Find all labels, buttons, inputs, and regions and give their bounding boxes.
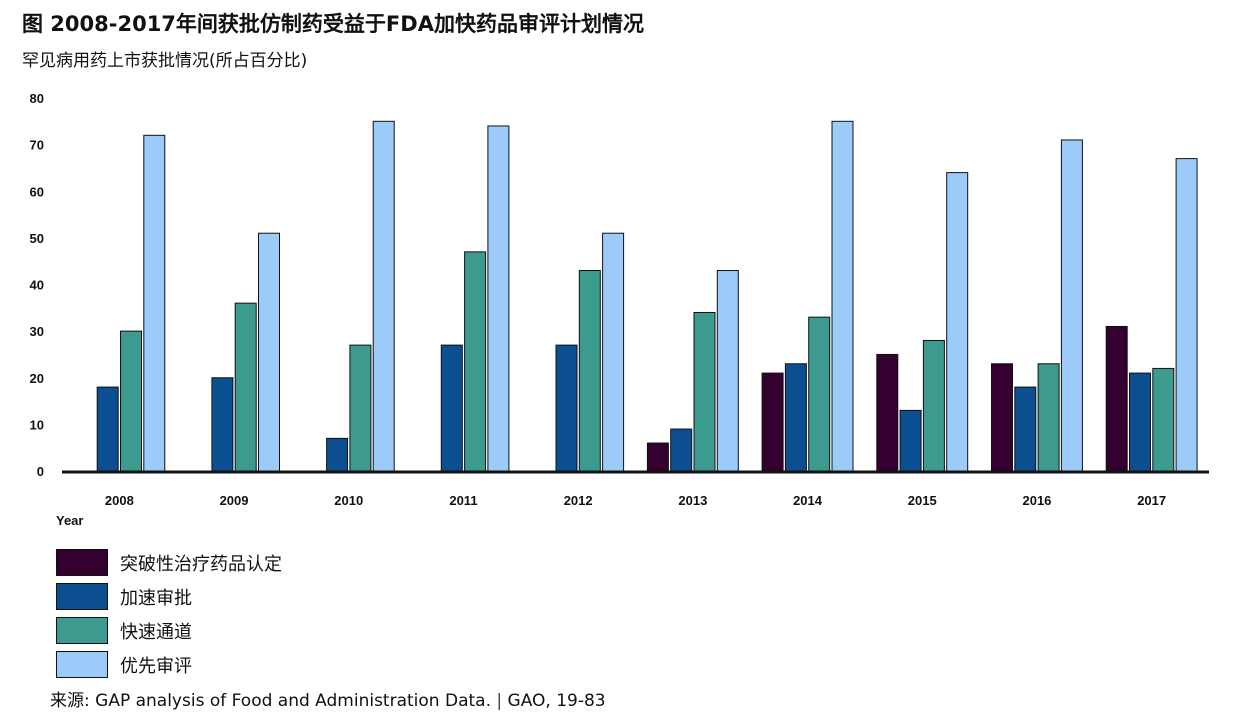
y-tick-label-80: 80 bbox=[30, 91, 44, 106]
x-tick-label-2016: 2016 bbox=[1022, 493, 1051, 508]
y-tick-label-70: 70 bbox=[30, 138, 44, 153]
y-tick-label-30: 30 bbox=[30, 324, 44, 339]
legend-label-breakthrough: 突破性治疗药品认定 bbox=[120, 554, 282, 575]
x-tick-label-2015: 2015 bbox=[908, 493, 937, 508]
x-tick-label-2009: 2009 bbox=[220, 493, 249, 508]
bar-2016-series-1 bbox=[991, 363, 1013, 472]
bar-2008-series-3 bbox=[120, 330, 142, 472]
bar-2016-series-4 bbox=[1060, 139, 1083, 472]
y-tick-label-0: 0 bbox=[37, 464, 44, 479]
bar-2016-series-3 bbox=[1037, 363, 1060, 472]
legend-swatch-accelerated-approval bbox=[56, 583, 108, 610]
bar-2010-series-4 bbox=[372, 120, 395, 472]
bar-2014-series-2 bbox=[784, 363, 807, 472]
bar-chart: 0 10 20 30 40 50 60 70 80 2008 2009 2010 2011 2012 201… bbox=[30, 91, 1209, 528]
x-tick-label-2017: 2017 bbox=[1137, 493, 1166, 508]
bar-2009-series-4 bbox=[258, 232, 280, 472]
y-tick-label-20: 20 bbox=[30, 371, 44, 386]
x-tick-label-2011: 2011 bbox=[449, 493, 477, 508]
bar-2009-series-3 bbox=[234, 302, 257, 472]
source-text: GAP analysis of Food and Administration … bbox=[95, 691, 491, 711]
bar-2017-series-1 bbox=[1105, 325, 1128, 472]
x-tick-label-2008: 2008 bbox=[105, 493, 134, 508]
bar-2012-series-4 bbox=[602, 232, 625, 472]
x-tick-label-2014: 2014 bbox=[793, 493, 823, 508]
y-tick-label-10: 10 bbox=[30, 417, 44, 432]
bar-2017-series-2 bbox=[1129, 372, 1151, 472]
bar-2010-series-3 bbox=[349, 344, 372, 472]
source-reference: GAO, 19-83 bbox=[507, 691, 606, 711]
bar-2014-series-3 bbox=[808, 316, 831, 472]
bar-2011-series-3 bbox=[464, 251, 487, 472]
bar-2012-series-2 bbox=[555, 344, 578, 472]
x-tick-label-2012: 2012 bbox=[564, 493, 593, 508]
source-label: 来源: bbox=[50, 691, 90, 711]
bar-2011-series-4 bbox=[487, 125, 510, 472]
bar-2017-series-4 bbox=[1175, 158, 1198, 472]
y-tick-label-50: 50 bbox=[30, 231, 44, 246]
legend-swatch-priority-review bbox=[56, 651, 108, 678]
legend-label-accelerated-approval: 加速审批 bbox=[120, 588, 192, 609]
y-tick-label-40: 40 bbox=[30, 278, 44, 293]
bar-2013-series-2 bbox=[670, 428, 693, 472]
chart-title: 图 2008-2017年间获批仿制药受益于FDA加快药品审评计划情况 bbox=[22, 12, 644, 36]
bar-2010-series-2 bbox=[326, 437, 349, 472]
bar-2013-series-3 bbox=[693, 311, 716, 472]
y-tick-label-60: 60 bbox=[30, 184, 44, 199]
legend-label-priority-review: 优先审评 bbox=[120, 656, 192, 677]
bar-2008-series-2 bbox=[96, 386, 119, 472]
bar-2013-series-4 bbox=[716, 270, 739, 472]
chart-subtitle: 罕见病用药上市获批情况(所占百分比) bbox=[22, 51, 308, 71]
bar-2015-series-4 bbox=[946, 172, 969, 472]
bar-2014-series-4 bbox=[831, 120, 854, 472]
bar-2014-series-1 bbox=[761, 372, 784, 472]
x-tick-label-2013: 2013 bbox=[678, 493, 707, 508]
bar-2008-series-4 bbox=[143, 134, 166, 472]
source-separator: | bbox=[496, 691, 503, 711]
bar-2009-series-2 bbox=[211, 377, 234, 472]
bar-2015-series-2 bbox=[899, 409, 922, 472]
legend-swatch-fast-track bbox=[56, 617, 108, 644]
x-axis-title: Year bbox=[56, 513, 83, 528]
bar-2015-series-1 bbox=[876, 353, 899, 472]
source-note: 来源: GAP analysis of Food and Administrat… bbox=[50, 686, 606, 711]
bar-2016-series-2 bbox=[1014, 386, 1037, 472]
legend-swatch-breakthrough bbox=[56, 549, 108, 576]
bar-2012-series-3 bbox=[578, 270, 601, 472]
bar-2017-series-3 bbox=[1152, 367, 1175, 472]
bar-2013-series-1 bbox=[646, 442, 669, 472]
legend-label-fast-track: 快速通道 bbox=[120, 622, 192, 643]
x-tick-label-2010: 2010 bbox=[334, 493, 363, 508]
bar-2015-series-3 bbox=[922, 339, 945, 472]
bar-2011-series-2 bbox=[440, 344, 463, 472]
